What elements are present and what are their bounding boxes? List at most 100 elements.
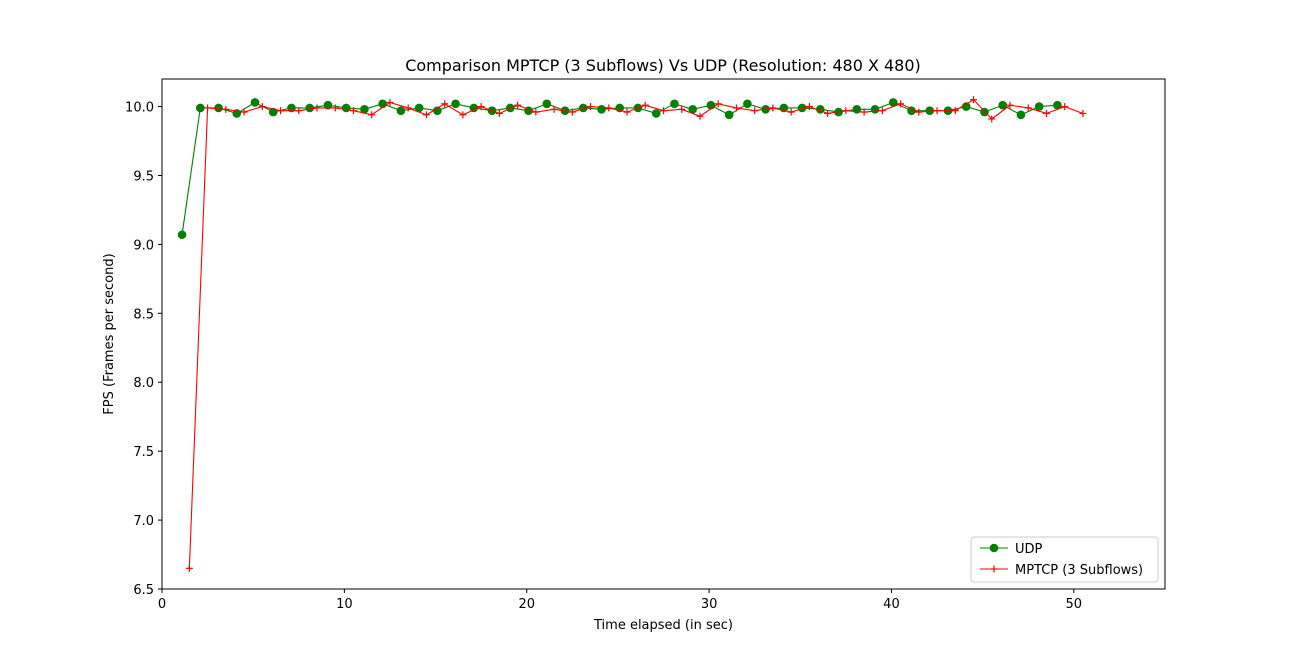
data-point bbox=[787, 108, 795, 116]
data-point bbox=[1016, 110, 1026, 120]
data-point bbox=[1024, 104, 1032, 112]
data-point bbox=[824, 109, 832, 117]
data-point bbox=[295, 107, 303, 115]
data-point bbox=[670, 99, 679, 109]
series-layer bbox=[177, 96, 1087, 572]
data-point bbox=[368, 111, 376, 119]
data-point bbox=[331, 104, 339, 112]
y-tick-label: 8.0 bbox=[133, 376, 154, 391]
data-point bbox=[743, 99, 752, 109]
data-point bbox=[678, 105, 686, 113]
legend-label: UDP bbox=[1015, 542, 1043, 557]
data-point bbox=[305, 103, 315, 113]
data-point bbox=[1006, 101, 1014, 109]
data-point bbox=[933, 107, 941, 115]
data-point bbox=[268, 107, 278, 117]
data-point bbox=[651, 109, 661, 118]
data-point bbox=[623, 108, 631, 116]
data-point bbox=[349, 107, 357, 115]
data-point bbox=[998, 100, 1007, 110]
data-point bbox=[706, 100, 716, 110]
data-point bbox=[441, 100, 449, 108]
data-point bbox=[287, 103, 296, 113]
data-point bbox=[341, 103, 351, 113]
data-point bbox=[878, 107, 886, 115]
data-point bbox=[1061, 103, 1069, 111]
data-point bbox=[696, 112, 704, 120]
x-tick-label: 30 bbox=[701, 597, 718, 612]
data-point bbox=[386, 98, 394, 106]
data-point bbox=[177, 230, 187, 240]
data-point bbox=[222, 105, 230, 113]
data-point bbox=[1042, 109, 1050, 117]
series-line bbox=[181, 101, 1058, 235]
legend-box bbox=[970, 536, 1159, 583]
y-tick-label: 9.5 bbox=[133, 169, 154, 184]
data-point bbox=[660, 107, 667, 115]
legend-label: MPTCP (3 Subflows) bbox=[1015, 563, 1143, 578]
data-point bbox=[988, 115, 996, 123]
data-point bbox=[214, 103, 223, 113]
data-point bbox=[842, 107, 850, 115]
legend-entry: UDP bbox=[980, 542, 1043, 557]
x-tick-label: 10 bbox=[336, 597, 353, 612]
legend: UDP MPTCP (3 Subflows) bbox=[970, 536, 1159, 583]
data-point bbox=[805, 103, 813, 111]
x-tick-label: 50 bbox=[1066, 597, 1083, 612]
data-point bbox=[970, 96, 978, 104]
data-point bbox=[532, 108, 540, 116]
data-point bbox=[1034, 102, 1044, 111]
data-point bbox=[568, 108, 576, 116]
data-point bbox=[732, 104, 740, 112]
data-point bbox=[495, 109, 503, 117]
data-point bbox=[459, 111, 467, 119]
data-point bbox=[542, 99, 552, 109]
data-point bbox=[185, 564, 193, 572]
y-tick-label: 7.5 bbox=[133, 445, 154, 460]
series-line bbox=[188, 98, 1084, 569]
plot-frame bbox=[161, 78, 1166, 590]
y-tick-label: 9.0 bbox=[133, 238, 154, 253]
data-point bbox=[641, 101, 649, 109]
data-point bbox=[195, 103, 205, 113]
data-point bbox=[313, 104, 321, 112]
y-axis-label: FPS (Frames per second) bbox=[102, 253, 117, 414]
data-point bbox=[477, 103, 485, 111]
data-point bbox=[951, 107, 959, 115]
data-point bbox=[860, 108, 868, 116]
x-tick-label: 0 bbox=[158, 597, 166, 612]
x-axis: 0 10 20 30 40 50 bbox=[158, 589, 1082, 612]
y-tick-label: 8.5 bbox=[133, 307, 154, 322]
data-point bbox=[714, 100, 722, 108]
data-point bbox=[897, 100, 905, 108]
legend-marker bbox=[989, 543, 999, 553]
data-point bbox=[204, 104, 212, 112]
data-point bbox=[277, 107, 285, 115]
series-udp bbox=[177, 98, 1062, 240]
data-point bbox=[1079, 109, 1087, 117]
data-point bbox=[769, 104, 777, 112]
data-point bbox=[404, 104, 412, 112]
y-tick-label: 6.5 bbox=[133, 583, 154, 598]
data-point bbox=[751, 107, 759, 115]
x-tick-label: 20 bbox=[518, 597, 535, 612]
x-tick-label: 40 bbox=[883, 597, 900, 612]
data-point bbox=[550, 105, 558, 113]
data-point bbox=[378, 99, 387, 109]
data-point bbox=[396, 106, 406, 116]
chart-title: Comparison MPTCP (3 Subflows) Vs UDP (Re… bbox=[405, 56, 921, 75]
data-point bbox=[258, 103, 266, 111]
x-axis-label: Time elapsed (in sec) bbox=[593, 618, 733, 633]
legend-entry: MPTCP (3 Subflows) bbox=[980, 563, 1143, 578]
data-point bbox=[605, 104, 613, 112]
series-mptcp bbox=[185, 96, 1087, 572]
y-axis: 6.5 7.0 7.5 8.0 8.5 9.0 9.5 10.0 bbox=[125, 101, 162, 598]
data-point bbox=[323, 100, 333, 110]
data-point bbox=[451, 99, 460, 109]
data-point bbox=[724, 110, 734, 120]
y-tick-label: 10.0 bbox=[125, 101, 154, 116]
data-point bbox=[587, 103, 595, 111]
data-point bbox=[240, 108, 248, 116]
